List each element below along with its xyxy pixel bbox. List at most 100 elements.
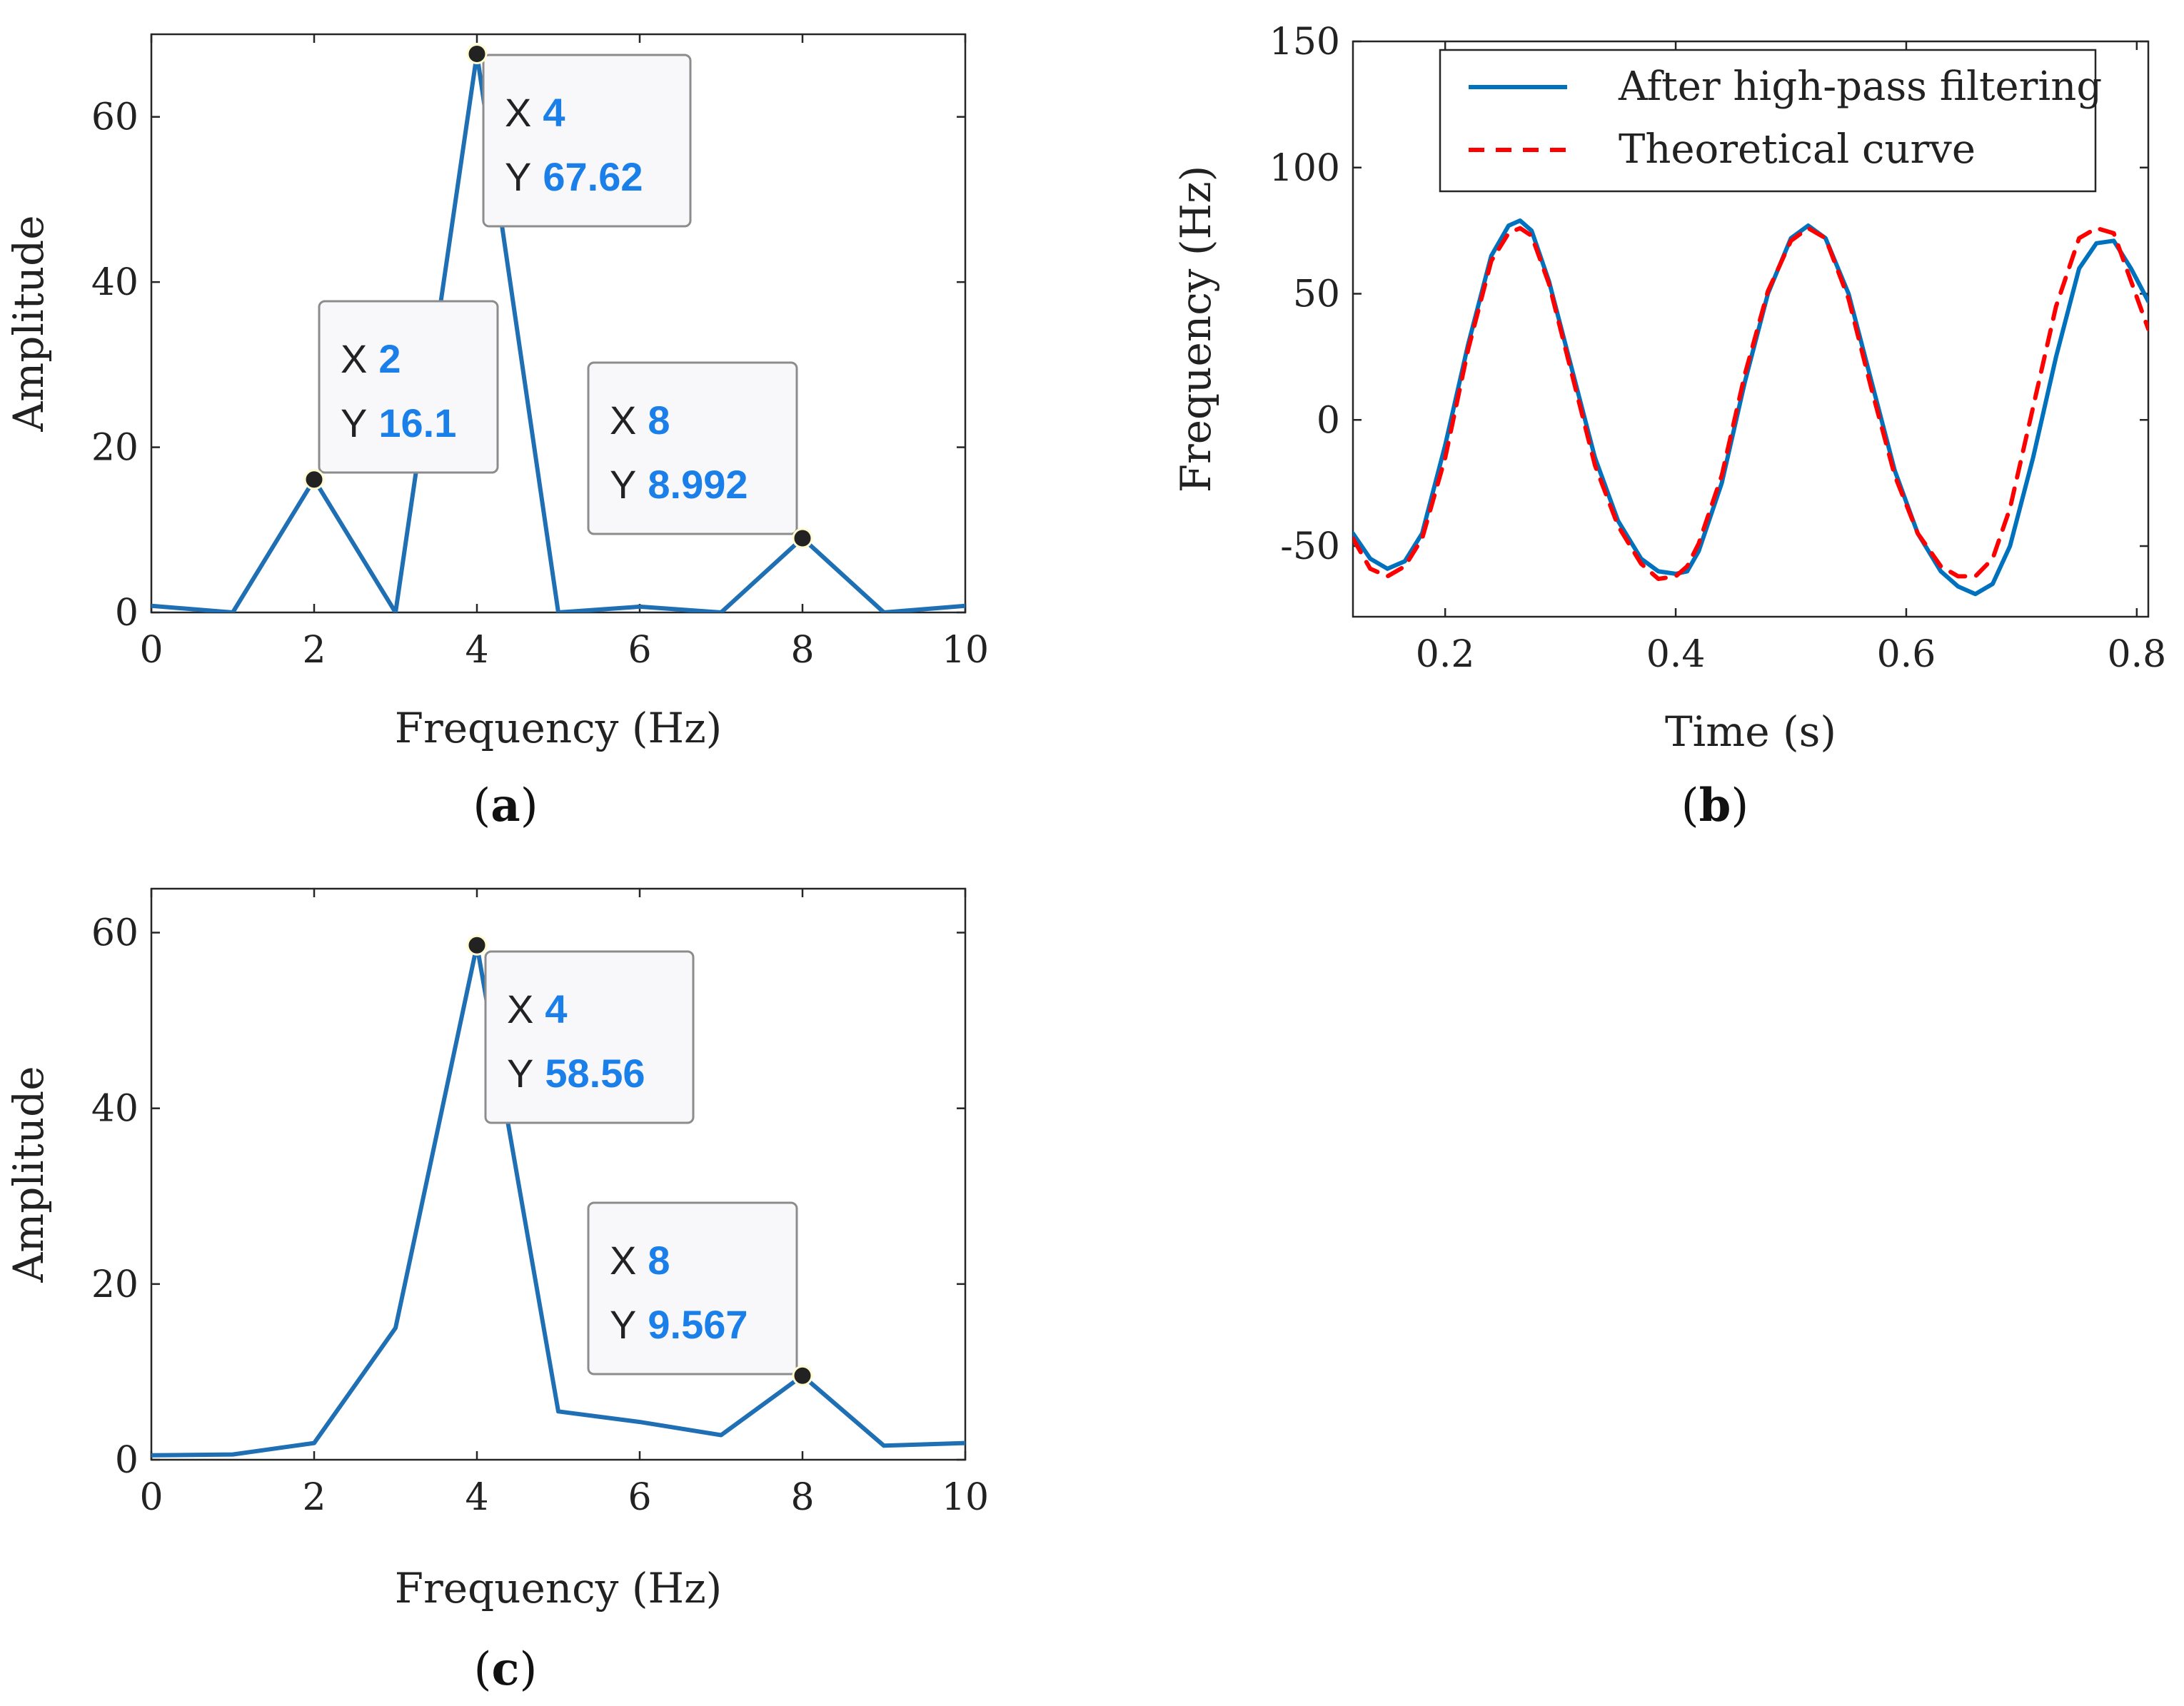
datatip: X 2Y 16.1 bbox=[303, 300, 499, 490]
datatip-x-value: 4 bbox=[545, 986, 567, 1031]
datatip-y-label: Y bbox=[341, 400, 367, 445]
x-tick-label: 6 bbox=[628, 1476, 651, 1519]
x-tick-label: 10 bbox=[942, 1476, 989, 1519]
series-group bbox=[151, 943, 965, 1458]
datatip: X 8Y 8.992 bbox=[587, 361, 813, 549]
legend-label-0: After high-pass filtering bbox=[1618, 64, 2102, 110]
datatip: X 8 Y 9.567 bbox=[587, 1201, 813, 1386]
y-tick-label: 20 bbox=[91, 1263, 139, 1306]
chart-panel-b: 0.2 0.4 0.6 0.8 -50 0 50 100 150 Time (s) Frequenc… bbox=[1172, 21, 2166, 832]
datatip-y-value: 8.992 bbox=[648, 462, 748, 507]
panel-label-letter: b bbox=[1699, 779, 1731, 832]
datatip: X 4Y 58.56 bbox=[466, 934, 695, 1124]
datatip-marker bbox=[792, 528, 813, 549]
panel-label-letter: a bbox=[490, 779, 520, 832]
x-tick-label: 4 bbox=[465, 629, 488, 672]
series-line-0 bbox=[1353, 218, 2148, 597]
datatip-x-label: X bbox=[610, 398, 636, 443]
x-tick-label: 6 bbox=[628, 629, 651, 672]
datatip-y-row: Y 67.62 bbox=[505, 154, 643, 199]
datatip-y-label: Y bbox=[505, 154, 531, 199]
series-group bbox=[1353, 218, 2148, 597]
x-tick-label: 2 bbox=[302, 1476, 326, 1519]
datatip-marker bbox=[303, 469, 325, 490]
x-tick-label: 8 bbox=[790, 1476, 814, 1519]
series-line-0 bbox=[151, 943, 965, 1458]
y-axis-label: Amplitude bbox=[4, 215, 53, 432]
datatip-box bbox=[484, 950, 695, 1124]
panel-label-letter: c bbox=[492, 1642, 520, 1696]
datatip-x-value: 8 bbox=[648, 398, 670, 443]
x-tick-label: 4 bbox=[465, 1476, 488, 1519]
datatip: X 4Y 67.62 bbox=[466, 44, 692, 228]
datatip-box bbox=[482, 54, 692, 228]
plot-frame bbox=[150, 887, 967, 1461]
y-tick-label: 40 bbox=[91, 1088, 139, 1131]
datatip-x-label: X bbox=[507, 986, 533, 1031]
datatip-box bbox=[587, 361, 798, 535]
datatip-marker bbox=[466, 44, 488, 65]
y-axis-label: Amplitude bbox=[4, 1066, 53, 1283]
legend-box bbox=[1439, 49, 2097, 193]
y-tick-label: -50 bbox=[1280, 525, 1340, 568]
y-tick-label: 20 bbox=[91, 427, 139, 470]
x-tick-label: 0 bbox=[139, 629, 163, 672]
datatip-x-value: 4 bbox=[543, 90, 565, 135]
datatip-box bbox=[318, 300, 499, 474]
datatip-x-label: X bbox=[505, 90, 531, 135]
y-tick-label: 40 bbox=[91, 261, 139, 304]
datatip-y-row: Y 58.56 bbox=[507, 1051, 645, 1096]
x-axis-label: Frequency (Hz) bbox=[395, 704, 723, 752]
legend: After high-pass filtering Theoretical cur… bbox=[1439, 49, 2102, 193]
chart-panel-a: 0 2 4 6 8 10 0 20 40 60 Frequency (Hz) Amplitude (a)… bbox=[4, 33, 989, 832]
x-tick-label: 8 bbox=[790, 629, 814, 672]
datatip-y-value: 67.62 bbox=[543, 154, 643, 199]
datatip-marker bbox=[792, 1365, 813, 1386]
datatip-y-label: Y bbox=[507, 1051, 533, 1096]
datatip-y-value: 16.1 bbox=[378, 400, 456, 445]
x-tick-label: 0.4 bbox=[1646, 633, 1706, 676]
x-tick-label: 0 bbox=[139, 1476, 163, 1519]
series-group bbox=[151, 51, 965, 612]
y-tick-label: 0 bbox=[115, 592, 139, 635]
datatip-marker bbox=[466, 934, 488, 956]
datatip-y-row: Y 16.1 bbox=[341, 400, 456, 445]
datatip-y-label: Y bbox=[610, 462, 636, 507]
datatip-x-label: X bbox=[341, 336, 367, 381]
y-tick-label: 60 bbox=[91, 912, 139, 955]
y-tick-label: 150 bbox=[1269, 21, 1340, 64]
datatip-x-value: 2 bbox=[378, 336, 401, 381]
x-tick-label: 0.8 bbox=[2108, 633, 2167, 676]
panel-label: (b) bbox=[1681, 779, 1749, 832]
datatip-y-row: Y 8.992 bbox=[610, 462, 748, 507]
y-tick-label: 100 bbox=[1269, 147, 1340, 190]
y-axis-label: Frequency (Hz) bbox=[1172, 166, 1220, 493]
datatip-box bbox=[587, 1201, 798, 1376]
panel-label: (c) bbox=[474, 1642, 538, 1696]
datatip-x-value: 8 bbox=[648, 1238, 670, 1283]
series-line-0 bbox=[151, 51, 965, 612]
x-tick-label: 2 bbox=[302, 629, 326, 672]
legend-label-1: Theoretical curve bbox=[1619, 126, 1976, 173]
x-tick-label: 0.2 bbox=[1416, 633, 1475, 676]
chart-panel-c: 0 2 4 6 8 10 0 20 40 60 Frequency (Hz) Amplitude (c)… bbox=[4, 887, 989, 1696]
datatip-x-label: X bbox=[610, 1238, 636, 1283]
datatip-y-label: Y bbox=[610, 1302, 636, 1347]
y-tick-label: 60 bbox=[91, 96, 139, 139]
x-tick-label: 10 bbox=[942, 629, 989, 672]
y-tick-label: 0 bbox=[1317, 399, 1340, 442]
panel-label: (a) bbox=[473, 779, 538, 832]
y-tick-label: 0 bbox=[115, 1439, 139, 1482]
datatip-y-row: Y 9.567 bbox=[610, 1302, 748, 1347]
x-axis-label: Frequency (Hz) bbox=[395, 1564, 723, 1612]
datatip-y-value: 58.56 bbox=[545, 1051, 645, 1096]
x-tick-label: 0.6 bbox=[1877, 633, 1936, 676]
series-line-1 bbox=[1353, 226, 2148, 581]
x-axis-label: Time (s) bbox=[1665, 707, 1836, 756]
